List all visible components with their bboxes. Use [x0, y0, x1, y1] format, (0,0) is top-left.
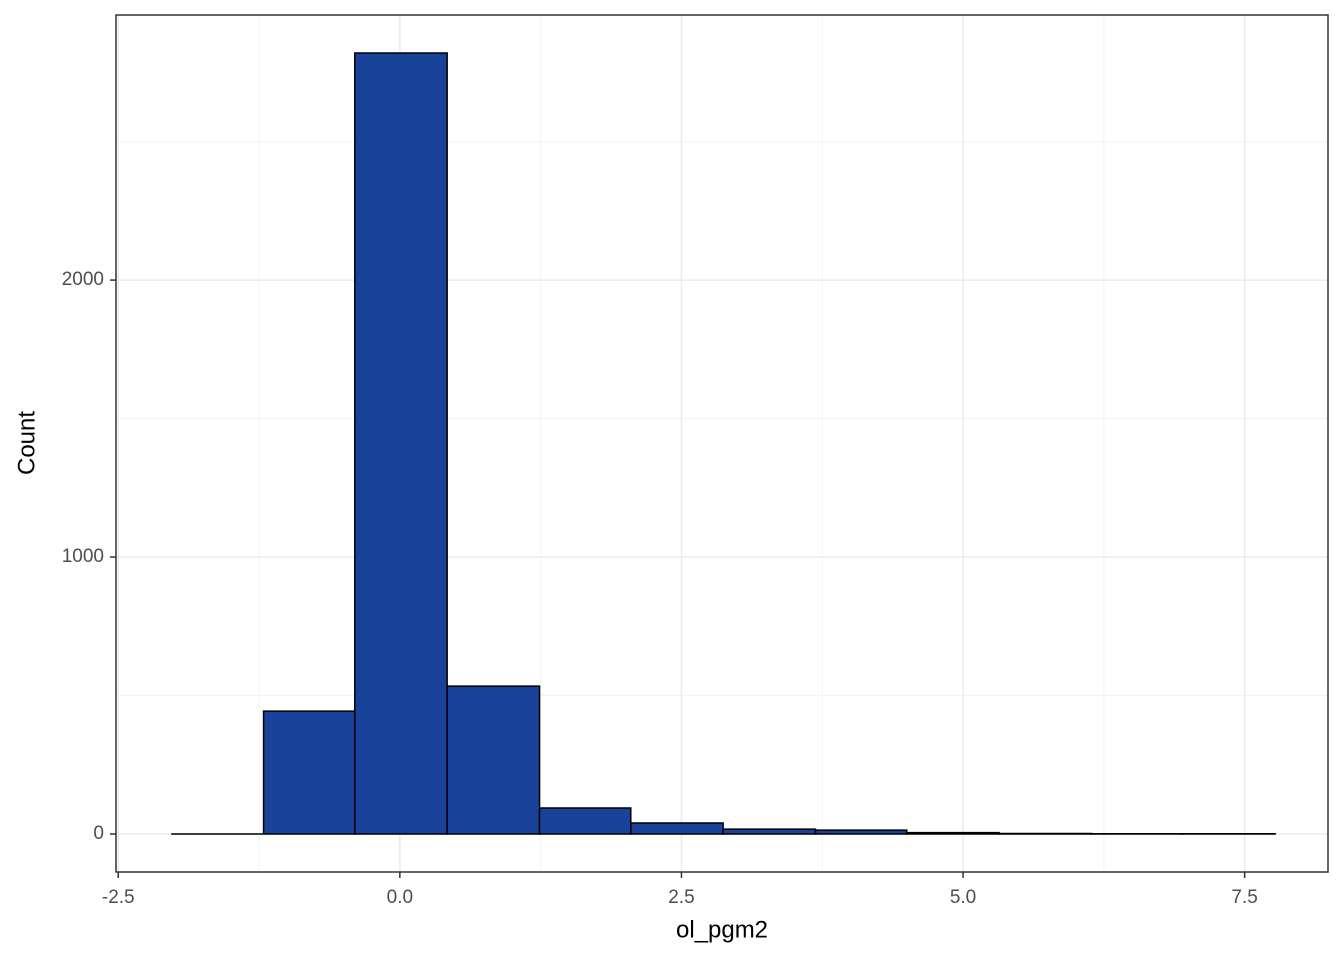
x-tick-label: -2.5: [102, 887, 135, 908]
x-tick-label: 5.0: [950, 887, 976, 908]
x-axis-title: ol_pgm2: [676, 916, 768, 943]
histogram-bar: [538, 807, 632, 835]
histogram-bar: [446, 685, 541, 835]
histogram-bar: [722, 828, 817, 835]
histogram-bar: [630, 822, 724, 835]
panel-border: [115, 14, 1329, 873]
y-tick-label: 0: [93, 823, 104, 844]
histogram-bar: [998, 832, 1093, 835]
y-tick-label: 1000: [62, 546, 104, 567]
histogram-bar: [354, 52, 448, 835]
x-tick-label: 7.5: [1231, 887, 1257, 908]
y-tick-label: 2000: [62, 269, 104, 290]
histogram-bar: [262, 710, 356, 835]
x-tick-label: 2.5: [668, 887, 694, 908]
histogram-bar: [814, 829, 908, 835]
histogram-bar: [905, 831, 1000, 835]
x-tick-label: 0.0: [387, 887, 413, 908]
y-axis-title: Count: [13, 411, 40, 475]
